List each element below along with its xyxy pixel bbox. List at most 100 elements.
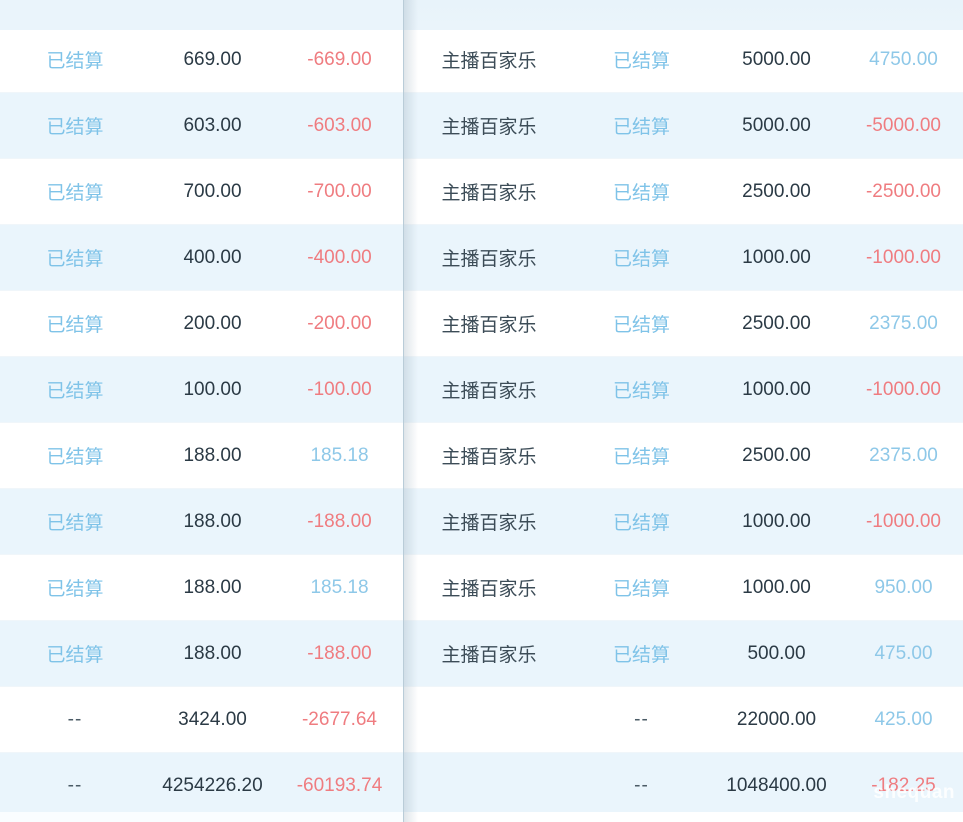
cell-stake: 5000.00 (709, 27, 844, 93)
table-row[interactable]: 已结算 400.00 -400.00 (0, 224, 404, 291)
cell-bet-content: 主播百家乐 (404, 224, 574, 291)
table-row[interactable]: 已结算 100.00 -100.00 (0, 356, 404, 423)
cell-order-status: -- (574, 686, 709, 753)
column-header-stake[interactable]: 投注 (150, 0, 275, 27)
cell-bet-content-text: 主播百家乐 (441, 645, 537, 666)
cell-payout-text: -2500.00 (865, 180, 941, 202)
cell-order-status: 已结算 (574, 356, 709, 423)
cell-payout: -2500.00 (844, 158, 963, 225)
cell-payout: 475.00 (844, 620, 963, 687)
cell-stake: 200.00 (150, 290, 275, 357)
table-row[interactable]: 主播百家乐 已结算 500.00 475.00 (404, 620, 963, 687)
cell-payout: -669.00 (275, 27, 404, 93)
table-row[interactable]: 已结算 603.00 -603.00 (0, 92, 404, 159)
cell-stake: 2500.00 (709, 290, 844, 357)
cell-payout-text: -1000.00 (865, 378, 941, 400)
cell-stake: 500.00 (709, 620, 844, 687)
cell-order-status-text: 已结算 (612, 249, 670, 270)
cell-order-status-text: 已结算 (612, 315, 670, 336)
cell-stake: 188.00 (150, 422, 275, 489)
column-header-order-status[interactable]: 注单状态 (574, 0, 709, 27)
table-row[interactable]: 主播百家乐 已结算 1000.00 -1000.00 (404, 224, 963, 291)
cell-payout-text: -200.00 (307, 312, 372, 334)
cell-order-status-text: 已结算 (46, 249, 104, 270)
cell-stake-text: 22000.00 (736, 708, 817, 730)
cell-stake-text: 188.00 (183, 510, 242, 532)
table-row[interactable]: 已结算 700.00 -700.00 (0, 158, 404, 225)
table-row[interactable]: 主播百家乐 已结算 5000.00 -5000.00 (404, 92, 963, 159)
cell-stake: 603.00 (150, 92, 275, 159)
left-table-body: 已结算 669.00 -669.00 已结算 603.00 -603.00 已结算 700.0… (0, 27, 404, 819)
table-row[interactable]: 已结算 669.00 -669.00 (0, 27, 404, 93)
table-row[interactable]: 已结算 200.00 -200.00 (0, 290, 404, 357)
cell-stake: 400.00 (150, 224, 275, 291)
cell-payout-text: -182.25 (871, 774, 936, 796)
cell-payout-text: -188.00 (307, 510, 372, 532)
cell-bet-content: 主播百家乐 (404, 290, 574, 357)
cell-order-status-text: 已结算 (612, 645, 670, 666)
column-header-payout[interactable]: 派彩 (275, 0, 404, 27)
table-row[interactable]: -- 4254226.20 -60193.74 (0, 752, 404, 819)
cell-bet-content: 主播百家乐 (404, 27, 574, 93)
cell-stake-text: 5000.00 (742, 48, 811, 70)
cell-payout: 2375.00 (844, 422, 963, 489)
cell-payout-text: -188.00 (307, 642, 372, 664)
left-header-row: 注单状态 投注 派彩 (0, 0, 404, 27)
column-header-bet-content[interactable]: 投注内容 (404, 0, 574, 27)
table-row[interactable]: 已结算 188.00 185.18 (0, 554, 404, 621)
cell-order-status: 已结算 (0, 27, 150, 93)
cell-payout: -1000.00 (844, 356, 963, 423)
cell-payout: 185.18 (275, 422, 404, 489)
cell-payout-text: -60193.74 (296, 774, 383, 796)
cell-stake: 1000.00 (709, 224, 844, 291)
table-row[interactable]: -- 22000.00 425.00 (404, 686, 963, 753)
cell-order-status: 已结算 (0, 620, 150, 687)
cell-stake-text: 100.00 (183, 378, 242, 400)
cell-stake-text: 603.00 (183, 114, 242, 136)
cell-bet-content-text: 主播百家乐 (441, 447, 537, 468)
cell-payout-text: -5000.00 (865, 114, 941, 136)
cell-bet-content: 主播百家乐 (404, 554, 574, 621)
table-row[interactable]: -- 1048400.00 -182.25 (404, 752, 963, 819)
cell-payout: -200.00 (275, 290, 404, 357)
table-row[interactable]: 主播百家乐 已结算 5000.00 4750.00 (404, 27, 963, 93)
cell-order-status: -- (574, 752, 709, 819)
table-row[interactable]: 主播百家乐 已结算 1000.00 950.00 (404, 554, 963, 621)
cell-stake-text: 188.00 (183, 444, 242, 466)
cell-order-status: 已结算 (574, 290, 709, 357)
cell-stake-text: 500.00 (747, 642, 806, 664)
cell-payout-text: 425.00 (874, 708, 933, 730)
cell-stake-text: 1048400.00 (726, 774, 827, 796)
table-row[interactable]: 已结算 188.00 -188.00 (0, 488, 404, 555)
cell-payout: -188.00 (275, 488, 404, 555)
table-row[interactable]: -- 3424.00 -2677.64 (0, 686, 404, 753)
table-row[interactable]: 主播百家乐 已结算 2500.00 2375.00 (404, 290, 963, 357)
table-bottom-edge-left (0, 812, 404, 822)
cell-order-status: 已结算 (0, 554, 150, 621)
table-row[interactable]: 已结算 188.00 -188.00 (0, 620, 404, 687)
cell-payout: -700.00 (275, 158, 404, 225)
table-row[interactable]: 已结算 188.00 185.18 (0, 422, 404, 489)
cell-stake-text: 4254226.20 (162, 774, 263, 796)
cell-order-status: -- (0, 686, 150, 753)
table-row[interactable]: 主播百家乐 已结算 1000.00 -1000.00 (404, 356, 963, 423)
cell-payout: 425.00 (844, 686, 963, 753)
column-header-payout[interactable]: 派彩 (844, 0, 963, 27)
column-header-order-status[interactable]: 注单状态 (0, 0, 150, 27)
cell-stake: 22000.00 (709, 686, 844, 753)
table-row[interactable]: 主播百家乐 已结算 2500.00 -2500.00 (404, 158, 963, 225)
column-header-stake[interactable]: 投注 (709, 0, 844, 27)
cell-payout-text: 950.00 (874, 576, 933, 598)
cell-payout-text: -700.00 (307, 180, 372, 202)
cell-order-status: 已结算 (0, 224, 150, 291)
cell-bet-content-text: 主播百家乐 (441, 513, 537, 534)
table-row[interactable]: 主播百家乐 已结算 2500.00 2375.00 (404, 422, 963, 489)
table-row[interactable]: 主播百家乐 已结算 1000.00 -1000.00 (404, 488, 963, 555)
cell-order-status: 已结算 (574, 554, 709, 621)
bet-records-table-left: 注单状态 投注 派彩 已结算 669.00 -669.00 已结算 603.00 -603… (0, 0, 404, 819)
cell-payout-text: 185.18 (310, 576, 369, 598)
cell-stake: 1000.00 (709, 488, 844, 555)
cell-order-status: 已结算 (0, 488, 150, 555)
cell-stake: 188.00 (150, 620, 275, 687)
